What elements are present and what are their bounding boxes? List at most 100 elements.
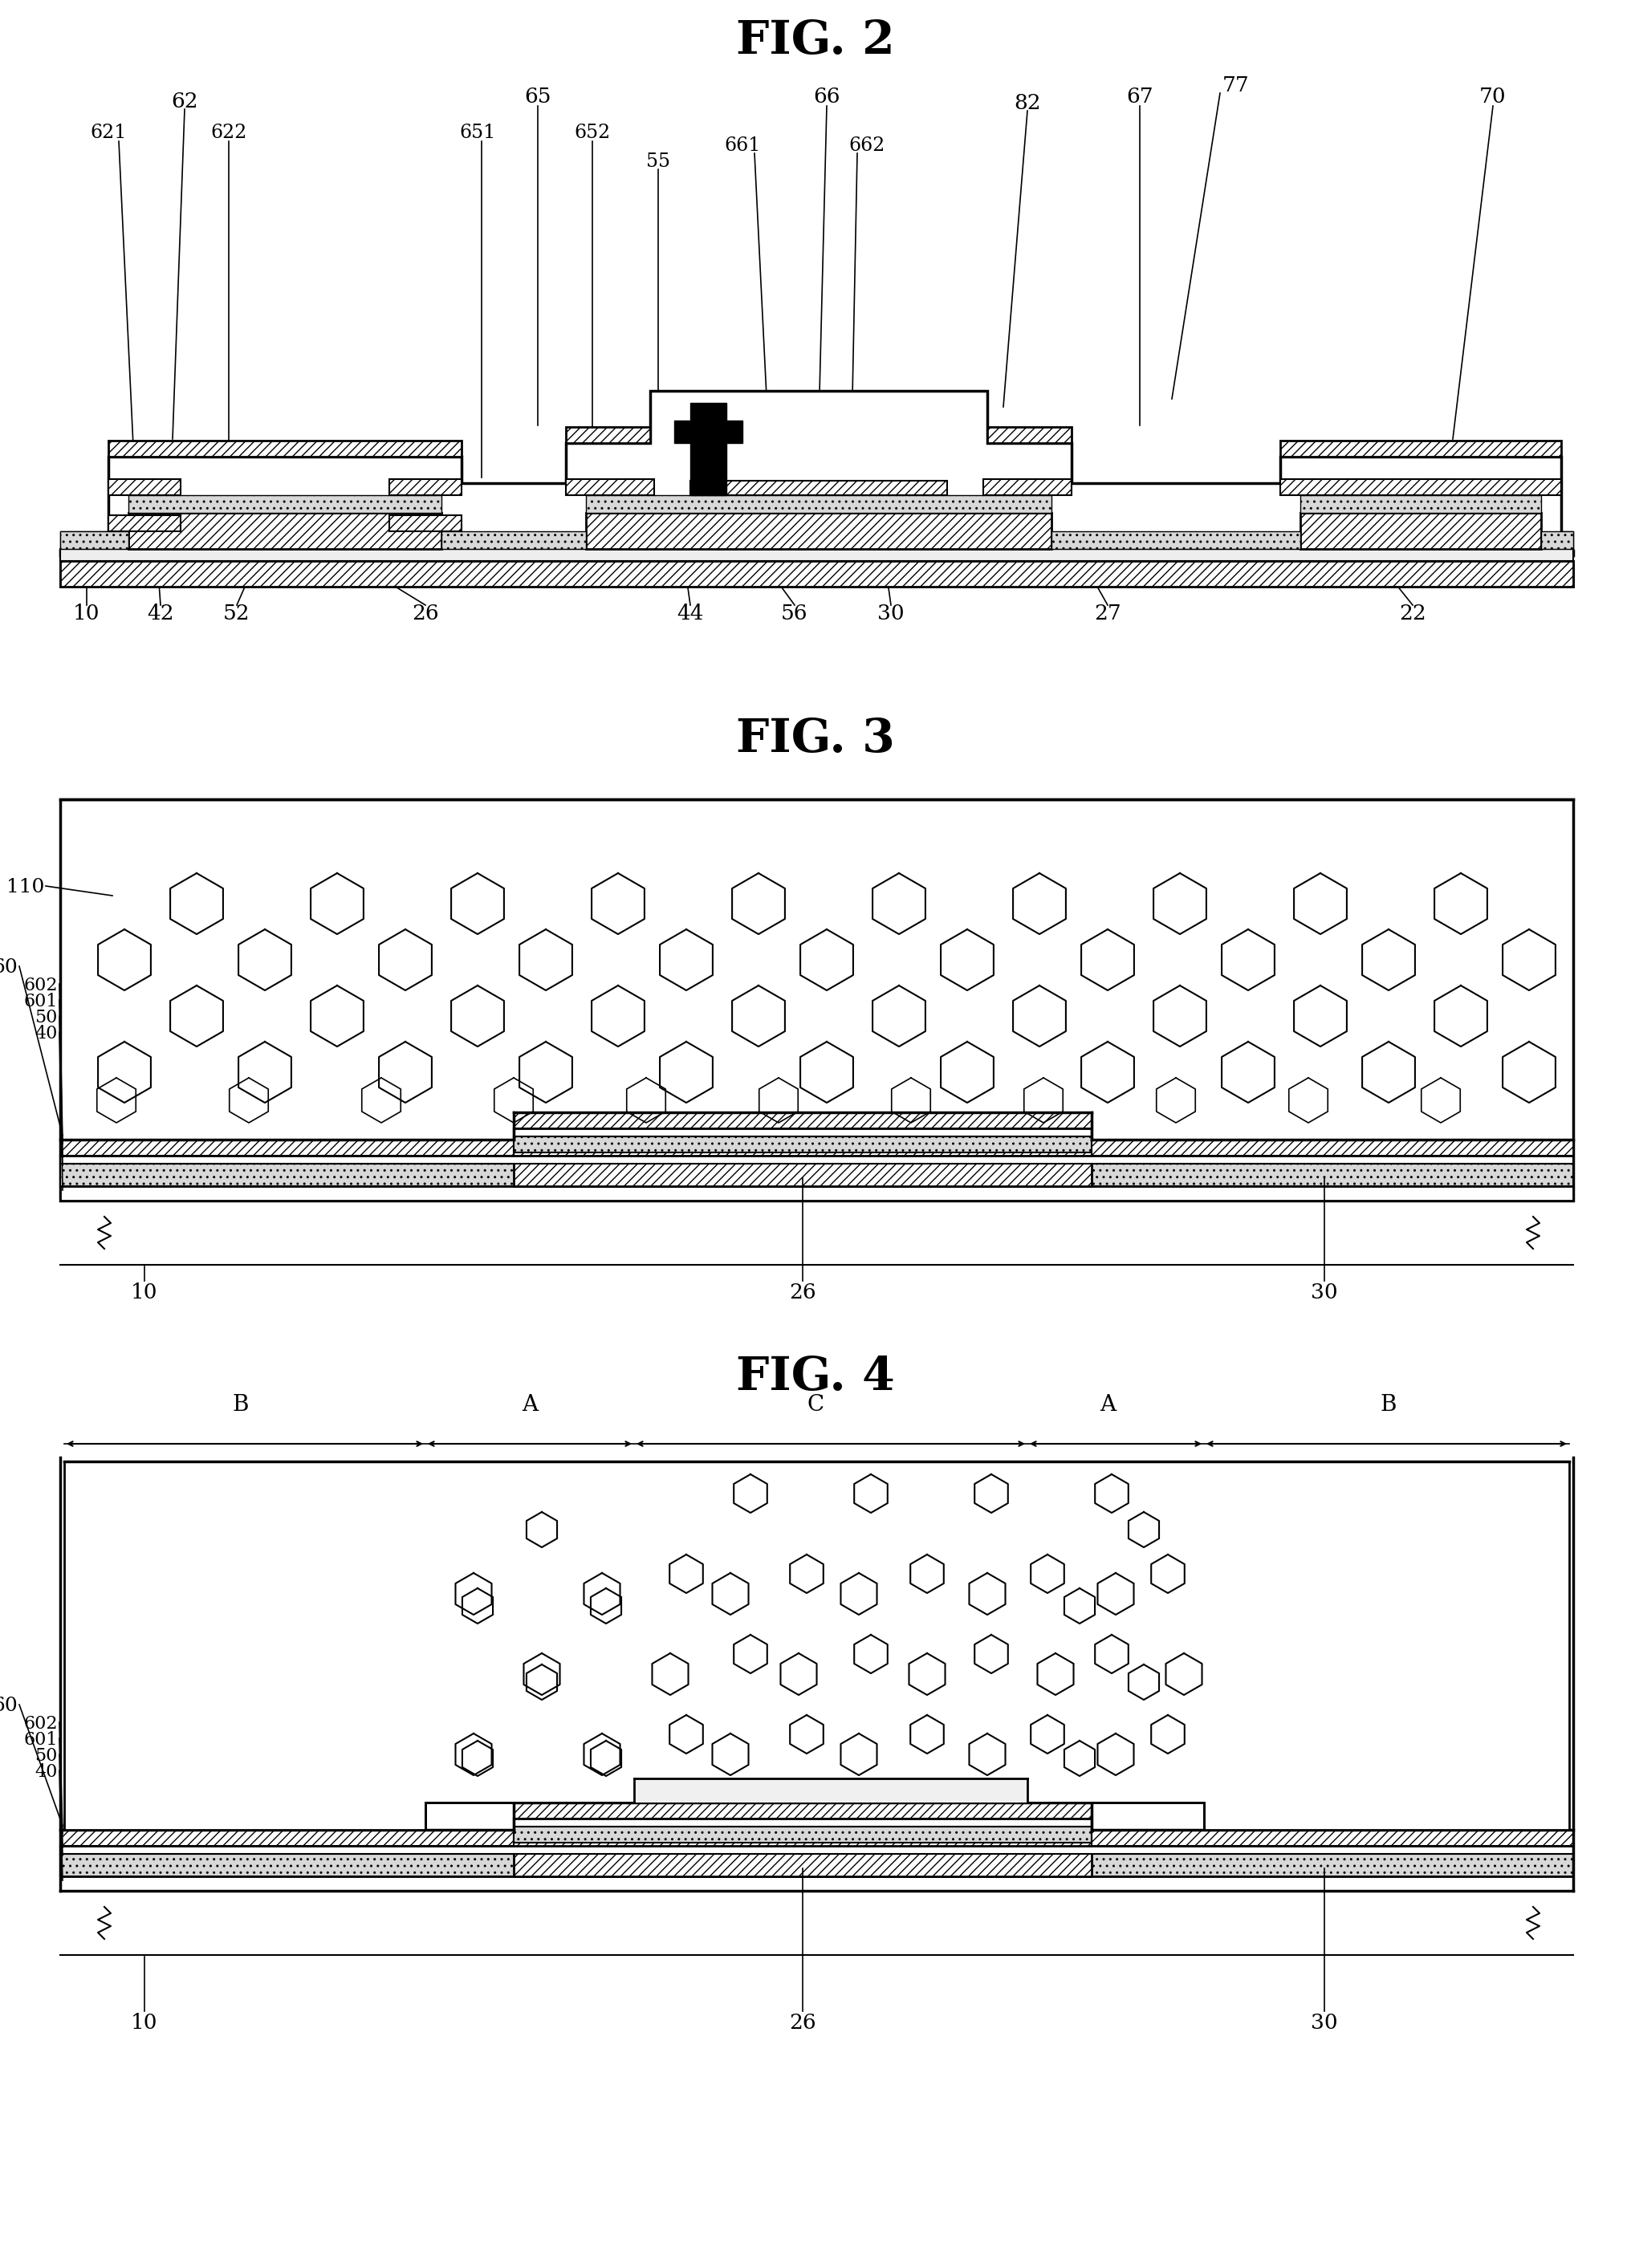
Text: 77: 77 <box>1222 75 1249 95</box>
Text: 10: 10 <box>73 603 99 624</box>
Text: FIG. 2: FIG. 2 <box>736 18 894 64</box>
Text: 56: 56 <box>781 603 807 624</box>
Bar <box>60 1846 1572 1853</box>
Bar <box>586 513 1050 549</box>
Bar <box>60 1876 1572 1892</box>
Bar <box>60 1139 1572 1157</box>
Bar <box>586 494 1050 513</box>
Text: B: B <box>1380 1395 1396 1415</box>
Text: 52: 52 <box>223 603 250 624</box>
Text: 44: 44 <box>677 603 703 624</box>
Bar <box>514 1111 1091 1129</box>
Bar <box>690 481 946 494</box>
Text: A: A <box>522 1395 538 1415</box>
Bar <box>586 513 1050 549</box>
Bar <box>514 1129 1091 1136</box>
Bar <box>60 1157 1572 1163</box>
Bar <box>1540 531 1572 549</box>
Bar <box>983 479 1072 494</box>
Polygon shape <box>60 390 1572 556</box>
Bar <box>390 515 462 531</box>
Text: 26: 26 <box>789 2014 816 2032</box>
Text: 652: 652 <box>574 125 610 143</box>
Bar <box>566 426 649 442</box>
Bar <box>514 1826 1091 1842</box>
Bar <box>60 798 1572 1200</box>
Bar <box>60 531 129 549</box>
Bar <box>1300 513 1540 549</box>
Text: 622: 622 <box>210 125 246 143</box>
Text: 55: 55 <box>646 152 670 170</box>
Bar <box>1050 531 1300 549</box>
Text: 62: 62 <box>171 91 197 111</box>
Bar <box>514 1819 1091 1826</box>
Bar <box>60 531 129 549</box>
Text: 30: 30 <box>877 603 904 624</box>
Text: 60: 60 <box>0 1696 18 1715</box>
Text: 602: 602 <box>24 1715 57 1733</box>
Bar <box>60 549 1572 560</box>
Text: 112: 112 <box>509 1712 550 1733</box>
Text: 662: 662 <box>848 136 884 154</box>
Text: 601: 601 <box>24 1730 57 1749</box>
Text: 66: 66 <box>812 86 840 107</box>
Text: 112: 112 <box>1086 1712 1127 1733</box>
Bar <box>129 513 442 549</box>
Text: 26: 26 <box>789 1284 816 1302</box>
Text: 30: 30 <box>1310 1284 1337 1302</box>
Bar <box>1280 440 1561 456</box>
Bar <box>634 1778 1028 1803</box>
Text: 602: 602 <box>24 978 57 993</box>
Bar <box>1540 531 1572 549</box>
Text: A: A <box>1099 1395 1116 1415</box>
Text: 661: 661 <box>724 136 760 154</box>
Text: 50: 50 <box>34 1009 57 1027</box>
Bar <box>1300 494 1540 513</box>
Bar <box>1300 494 1540 513</box>
Bar <box>60 1853 1572 1876</box>
Bar <box>108 440 462 456</box>
Bar <box>987 426 1072 442</box>
Bar <box>129 494 442 513</box>
Text: 10: 10 <box>130 2014 158 2032</box>
Text: 82: 82 <box>1013 93 1041 113</box>
Text: 50: 50 <box>34 1746 57 1765</box>
Text: 60: 60 <box>0 959 18 978</box>
Text: 65: 65 <box>524 86 551 107</box>
Bar <box>514 1136 1091 1152</box>
Text: 70: 70 <box>1479 86 1505 107</box>
Bar <box>1300 513 1540 549</box>
Bar <box>1280 479 1561 494</box>
Bar <box>108 479 181 494</box>
Bar <box>60 560 1572 587</box>
Text: 40: 40 <box>34 1025 57 1043</box>
Bar <box>514 1803 1091 1819</box>
Text: 114: 114 <box>798 1712 838 1733</box>
Text: 110: 110 <box>7 878 44 896</box>
Text: C: C <box>807 1395 824 1415</box>
Text: 621: 621 <box>90 125 127 143</box>
Polygon shape <box>64 1461 1569 1830</box>
Text: FIG. 3: FIG. 3 <box>736 717 894 762</box>
Bar <box>442 531 586 549</box>
Bar <box>60 1830 1572 1846</box>
Bar <box>442 531 586 549</box>
Bar <box>60 1186 1572 1200</box>
Bar <box>129 494 442 513</box>
Bar <box>674 420 742 442</box>
Bar <box>690 404 726 494</box>
Text: 601: 601 <box>24 993 57 1012</box>
Bar <box>514 1152 1091 1186</box>
Text: 67: 67 <box>1125 86 1153 107</box>
Bar <box>390 479 462 494</box>
Text: 651: 651 <box>460 125 496 143</box>
Bar <box>1050 531 1300 549</box>
Bar <box>108 515 181 531</box>
Text: FIG. 4: FIG. 4 <box>736 1354 894 1399</box>
Text: 42: 42 <box>147 603 175 624</box>
Text: 40: 40 <box>34 1762 57 1780</box>
Bar <box>514 1842 1091 1876</box>
Text: 30: 30 <box>1310 2014 1337 2032</box>
Bar <box>566 479 654 494</box>
Bar <box>129 513 442 549</box>
